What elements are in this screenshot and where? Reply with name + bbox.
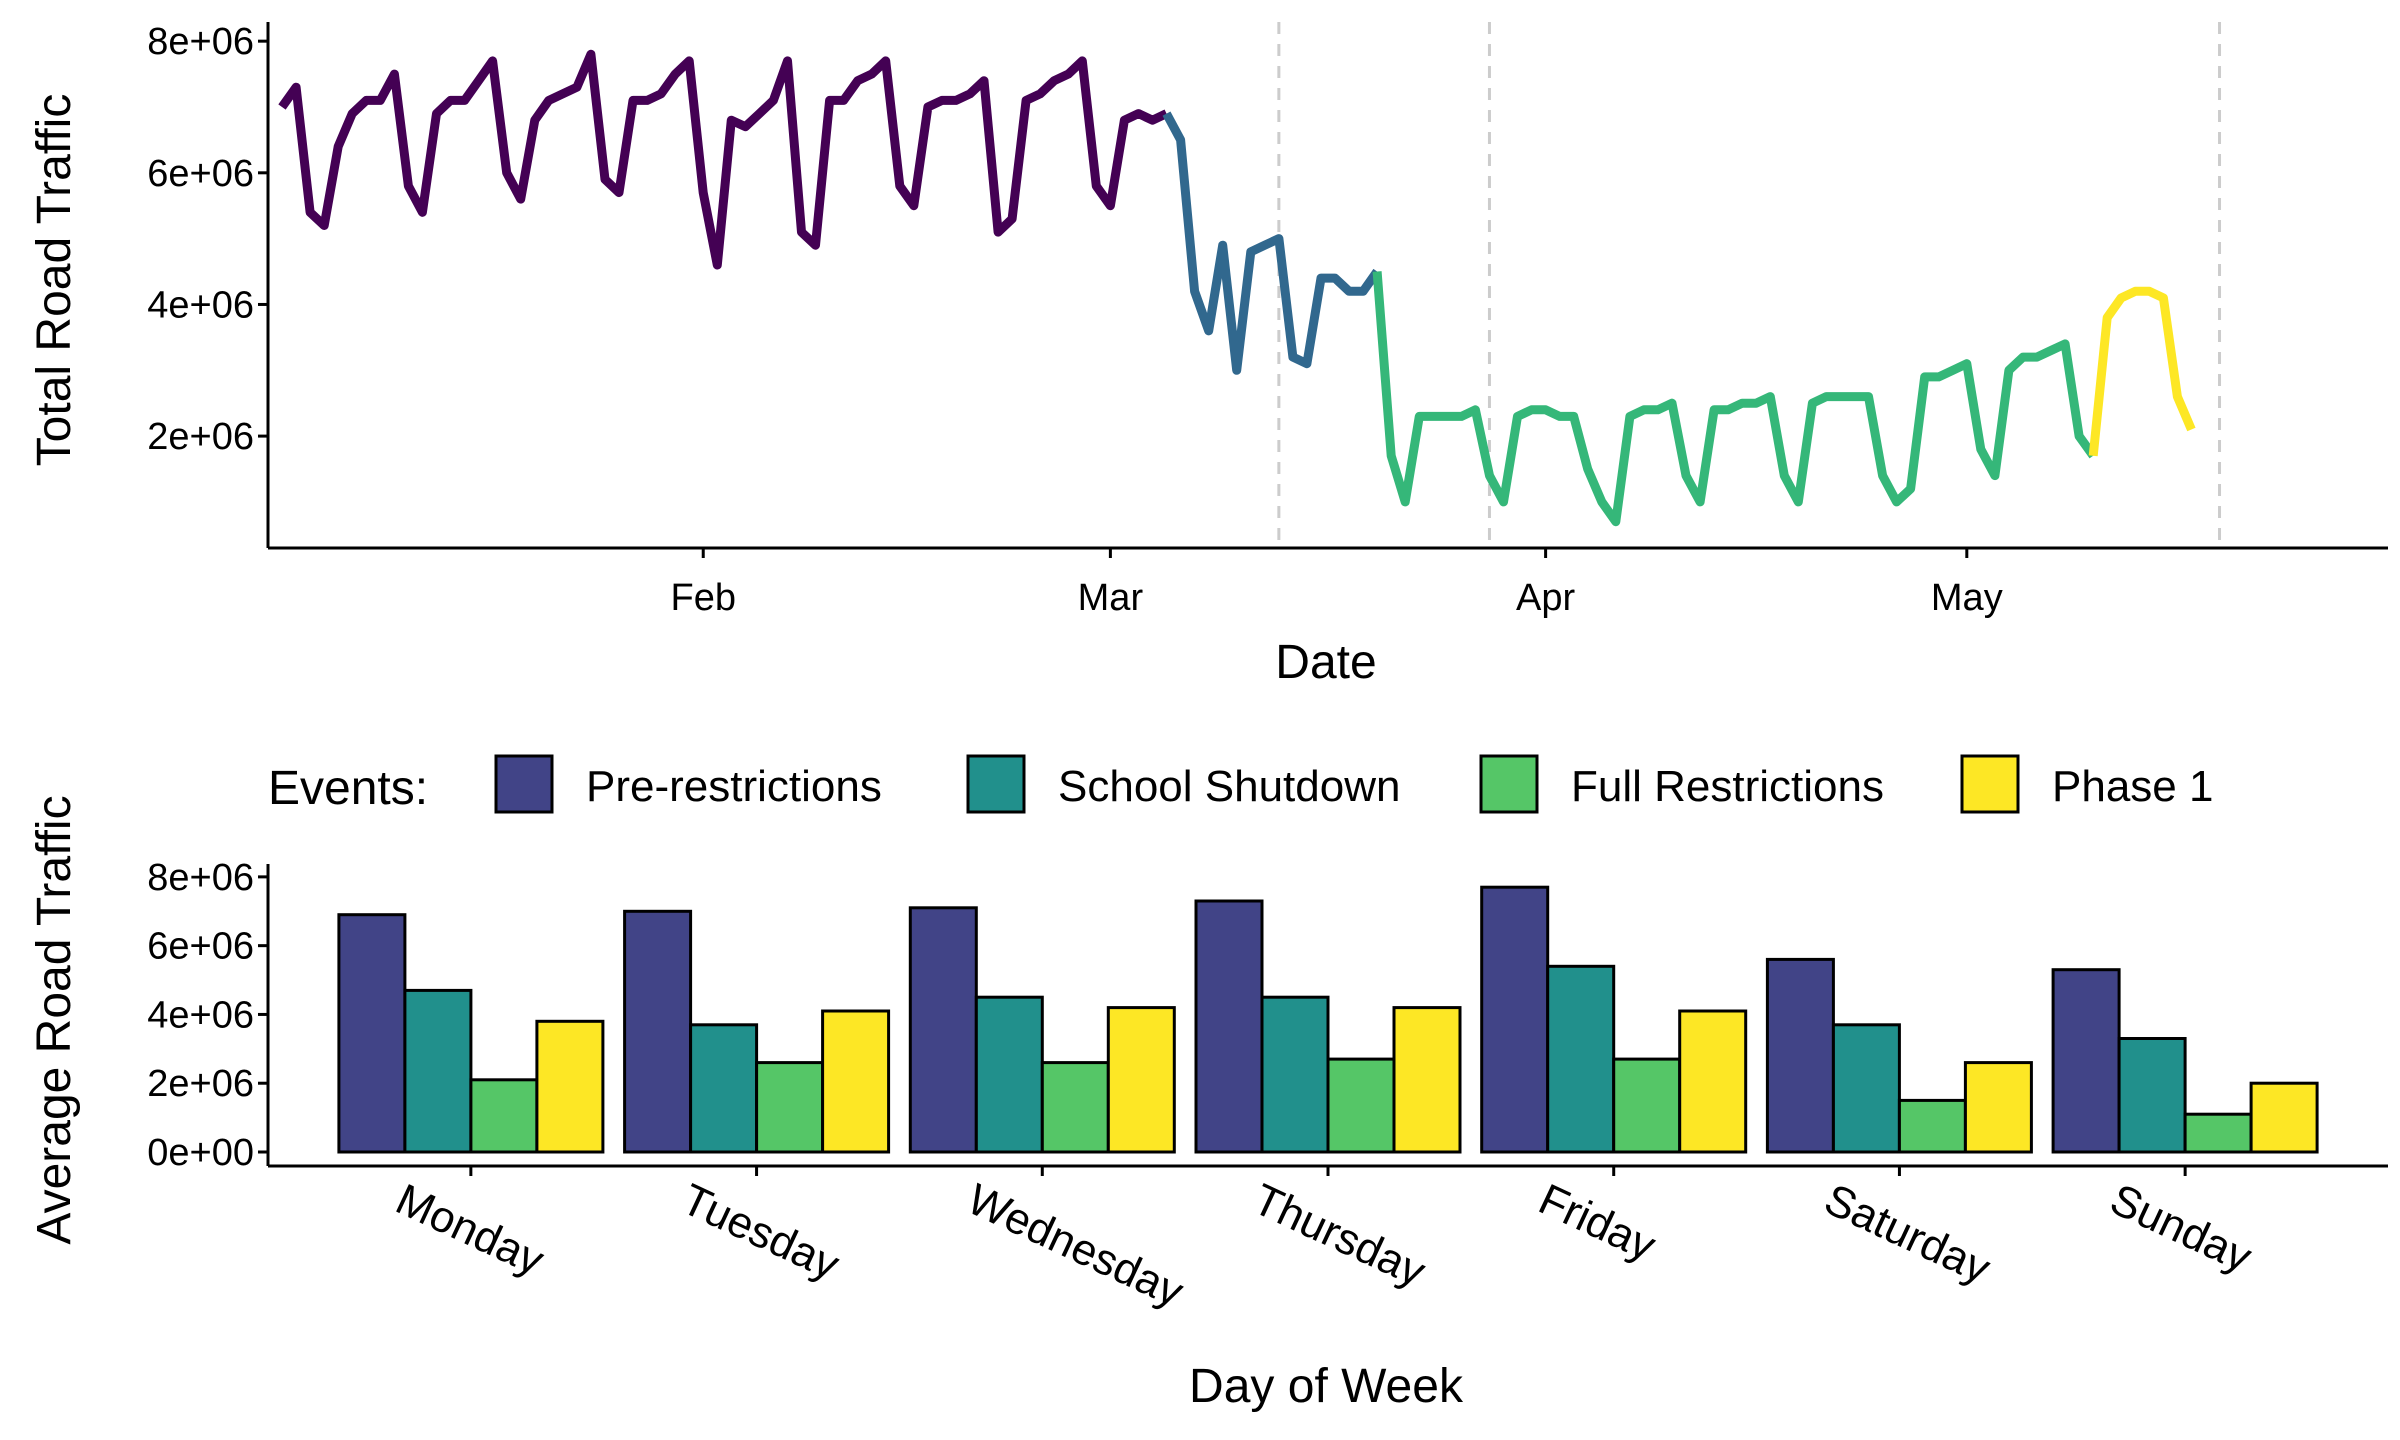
bar-thursday-school-shutdown: [1260, 995, 1330, 1154]
bar-saturday-phase-1: [1963, 1061, 2033, 1154]
legend-swatch-3: [1479, 754, 1539, 814]
bar-tuesday-full-restrictions: [755, 1061, 825, 1154]
x-tick-label: Apr: [1516, 577, 1575, 619]
bar-saturday-pre-restrictions: [1765, 957, 1835, 1154]
bar-tuesday-phase-1: [821, 1009, 891, 1154]
legend-swatch-4: [1960, 754, 2020, 814]
line-series-2: [1162, 111, 1381, 375]
y-tick-label: 8e+06: [147, 857, 254, 899]
x-tick-label: Saturday: [1817, 1175, 1997, 1294]
bar-wednesday-phase-1: [1106, 1006, 1176, 1154]
line-series-1: [278, 49, 1169, 270]
bar-wednesday-pre-restrictions: [908, 906, 978, 1154]
y-tick-label: 8e+06: [147, 21, 254, 63]
legend-label-4: Phase 1: [2052, 762, 2213, 811]
bar-tuesday-school-shutdown: [689, 1023, 759, 1154]
x-axis-title: Day of Week: [1189, 1360, 1464, 1413]
bar-sunday-school-shutdown: [2117, 1037, 2187, 1154]
y-tick-label: 6e+06: [147, 926, 254, 968]
bar-friday-full-restrictions: [1612, 1057, 1682, 1154]
x-tick-label: Tuesday: [674, 1175, 846, 1290]
x-tick-label: Mar: [1078, 577, 1144, 619]
legend-swatch-1: [494, 754, 554, 814]
bar-thursday-full-restrictions: [1326, 1057, 1396, 1154]
x-tick-label: May: [1931, 577, 2003, 619]
x-tick-label: Friday: [1531, 1175, 1663, 1271]
bar-sunday-phase-1: [2249, 1081, 2319, 1154]
x-axis-title: Date: [1275, 636, 1376, 689]
bar-saturday-full-restrictions: [1897, 1098, 1967, 1154]
bar-monday-pre-restrictions: [337, 913, 407, 1154]
bar-sunday-pre-restrictions: [2051, 968, 2121, 1154]
y-axis-title: Total Road Traffic: [28, 94, 81, 467]
bar-friday-phase-1: [1678, 1009, 1748, 1154]
bar-monday-phase-1: [535, 1019, 605, 1154]
bar-saturday-school-shutdown: [1831, 1023, 1901, 1154]
bar-monday-school-shutdown: [403, 988, 473, 1154]
legend-label-3: Full Restrictions: [1571, 762, 1884, 811]
x-tick-label: Feb: [670, 577, 735, 619]
legend-title: Events:: [268, 762, 428, 815]
y-tick-label: 2e+06: [147, 1063, 254, 1105]
bar-friday-pre-restrictions: [1480, 885, 1550, 1154]
x-tick-label: Thursday: [1246, 1175, 1433, 1297]
line-series-3: [1372, 271, 2097, 527]
bar-chart: Monday Tuesday Wednesday Thursday Friday Satu…: [28, 754, 2388, 1413]
x-tick-label: Sunday: [2103, 1175, 2259, 1282]
x-tick-label: Monday: [389, 1175, 552, 1286]
bar-sunday-full-restrictions: [2183, 1112, 2253, 1154]
y-tick-label: 0e+00: [147, 1132, 254, 1174]
bar-wednesday-school-shutdown: [974, 995, 1044, 1154]
bar-monday-full-restrictions: [469, 1078, 539, 1154]
y-tick-label: 4e+06: [147, 284, 254, 326]
y-axis-title: Average Road Traffic: [28, 795, 81, 1244]
line-chart: 2e+06 4e+06 6e+06 8e+06 Feb Mar Apr May Date Tota…: [28, 21, 2388, 689]
y-tick-label: 2e+06: [147, 416, 254, 458]
y-tick-label: 6e+06: [147, 153, 254, 195]
bar-thursday-pre-restrictions: [1194, 899, 1264, 1154]
legend-swatch-2: [966, 754, 1026, 814]
bar-thursday-phase-1: [1392, 1006, 1462, 1154]
bar-friday-school-shutdown: [1546, 964, 1616, 1154]
x-tick-label: Wednesday: [960, 1175, 1191, 1317]
bar-tuesday-pre-restrictions: [623, 909, 693, 1154]
legend-label-2: School Shutdown: [1058, 762, 1400, 811]
bar-wednesday-full-restrictions: [1040, 1061, 1110, 1154]
line-series-4: [2088, 286, 2196, 457]
legend-label-1: Pre-restrictions: [586, 762, 882, 811]
y-tick-label: 4e+06: [147, 994, 254, 1036]
